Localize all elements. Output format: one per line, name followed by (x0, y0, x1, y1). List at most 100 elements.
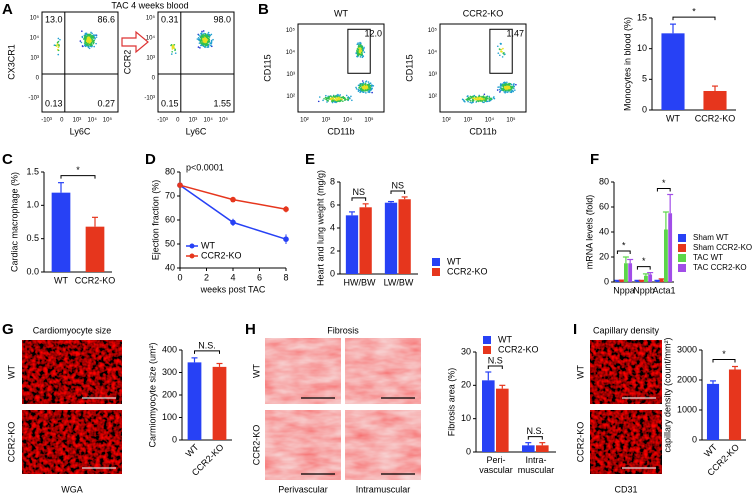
event-dot (90, 44, 93, 46)
event-dot (499, 84, 502, 86)
event-dot (197, 36, 200, 39)
x-tick-label: 10⁵ (364, 117, 374, 124)
event-dot (205, 42, 208, 45)
event-dot (172, 47, 175, 49)
event-dot (204, 34, 207, 37)
event-dot (485, 99, 487, 101)
line (179, 184, 287, 240)
x-label: Ly6C (70, 126, 91, 136)
y-tick-label: 10³ (146, 56, 155, 62)
y-label: capillary density (count/mm²) (662, 337, 672, 452)
event-dot (205, 36, 208, 39)
y-tick-label: 10³ (428, 72, 437, 78)
event-dot (342, 100, 344, 103)
event-dot (356, 49, 358, 52)
significance-bracket (60, 175, 96, 179)
event-dot (202, 30, 205, 32)
micrograph-texture (265, 338, 341, 404)
legend-label: WT (201, 240, 215, 250)
legend-swatch (432, 268, 440, 276)
event-dot (508, 83, 511, 85)
gate (347, 28, 371, 74)
event-dot (92, 34, 95, 36)
annotation: * (692, 7, 696, 17)
y-label: Fibrosis area (%) (446, 368, 456, 437)
y-tick-label: 10 (461, 413, 471, 423)
event-dot (368, 88, 371, 91)
x-tick-label: 10³ (73, 118, 82, 124)
event-dot (356, 55, 358, 58)
event-dot (81, 36, 84, 39)
event-dot (364, 81, 367, 83)
event-dot (503, 91, 505, 93)
annotation: * (622, 240, 626, 250)
y-tick-label: 10⁵ (286, 27, 296, 34)
event-dot (84, 42, 87, 44)
event-dot (205, 35, 208, 37)
event-dot (505, 89, 507, 92)
event-dot (174, 49, 176, 52)
event-dot (328, 96, 330, 99)
row-label: CCR2-KO (6, 422, 16, 463)
y-label: Monocytes in blood (%) (622, 17, 632, 111)
event-dot (337, 99, 339, 101)
event-dot (84, 35, 87, 37)
micrograph-texture (265, 410, 341, 480)
plot-frame (439, 23, 527, 113)
event-dot (513, 83, 515, 85)
event-dot (357, 48, 360, 51)
plot-frame (41, 11, 119, 113)
event-dot (327, 97, 330, 100)
event-dot (204, 38, 206, 40)
event-dot (368, 91, 371, 93)
y-tick-label: 40 (165, 262, 175, 272)
legend-label: Sham CCR2-KO (693, 243, 752, 252)
event-dot (170, 53, 173, 55)
event-dot (200, 37, 203, 40)
y-tick-label: 0 (692, 434, 697, 444)
y-tick-label: 1.5 (26, 166, 39, 176)
bar (85, 226, 105, 272)
event-dot (362, 91, 365, 94)
event-dot (500, 48, 503, 51)
event-dot (58, 45, 60, 47)
y-tick-label: 2 (330, 245, 335, 255)
x-tick-label: -10³ (41, 118, 52, 124)
y-tick-label: 40 (599, 226, 609, 236)
y-label: CCR2 (122, 50, 132, 75)
y-label: Cardiac macrophage (%) (9, 172, 19, 272)
bar (619, 280, 624, 282)
significance-bracket (672, 16, 716, 21)
event-dot (361, 53, 363, 56)
bar (659, 279, 664, 282)
significance-bracket (636, 266, 651, 270)
x-tick-label: Nppa (613, 285, 635, 295)
event-dot (471, 98, 474, 101)
event-dot (502, 85, 505, 88)
bar (648, 274, 653, 282)
y-tick-label: 70 (165, 190, 175, 200)
gate-value: 1.47 (506, 28, 524, 38)
y-tick-label: 0 (36, 76, 40, 82)
event-dot (89, 41, 91, 44)
y-tick-label: 10² (286, 94, 295, 100)
y-tick-label: 10⁴ (146, 35, 156, 42)
y-tick-label: 15 (637, 12, 647, 22)
event-dot (332, 95, 335, 98)
event-dot (355, 52, 358, 55)
event-dot (482, 96, 484, 99)
panel-letter: E (305, 151, 315, 168)
event-dot (93, 45, 95, 48)
gate (489, 28, 513, 74)
image-title: Cardiomyocyte size (33, 325, 112, 335)
legend-label: WT (498, 334, 512, 344)
x-tick-label: 6 (257, 272, 262, 282)
event-dot (355, 88, 358, 90)
y-tick-label: 0.5 (26, 233, 39, 243)
event-dot (350, 95, 352, 98)
plot-title: CCR2-KO (463, 8, 504, 18)
quadrant-value: 0.13 (45, 98, 63, 108)
significance-bracket (390, 190, 406, 194)
y-tick-label: 2000 (677, 374, 697, 384)
